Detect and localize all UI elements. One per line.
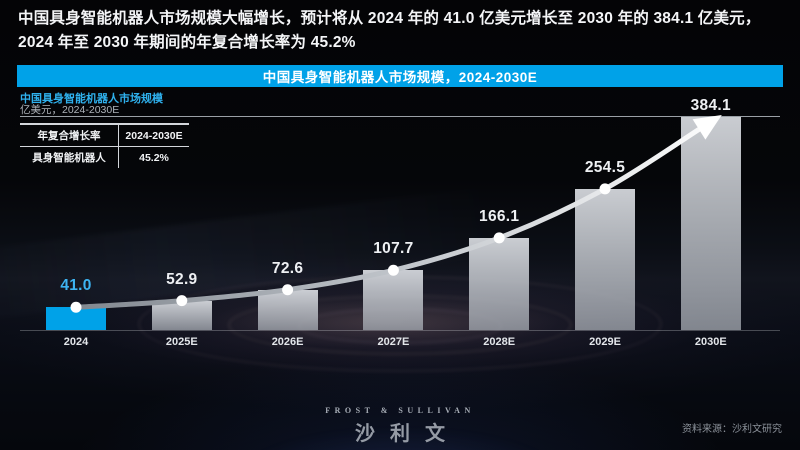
- bar-2030E: [680, 117, 741, 330]
- bottom-glow: [180, 356, 620, 450]
- cagr-value-row: 具身智能机器人 45.2%: [20, 146, 189, 168]
- value-label-2027E: 107.7: [373, 240, 414, 258]
- x-label-2027E: 2027E: [377, 336, 410, 348]
- cagr-header-period: 2024-2030E: [118, 124, 189, 147]
- bar-2028E: [469, 237, 530, 330]
- bar-2027E: [363, 270, 424, 330]
- bar-2029E: [575, 188, 635, 330]
- headline: 中国具身智能机器人市场规模大幅增长，预计将从 2024 年的 41.0 亿美元增…: [18, 10, 761, 51]
- chart-banner-title: 中国具身智能机器人市场规模，2024-2030E: [262, 70, 538, 85]
- bar-2025E: [151, 300, 212, 330]
- x-label-2026E: 2026E: [271, 336, 304, 348]
- bar-2026E: [257, 289, 318, 330]
- x-label-2028E: 2028E: [483, 336, 516, 348]
- cagr-row-label: 具身智能机器人: [32, 152, 106, 164]
- x-label-2024: 2024: [63, 336, 89, 348]
- cagr-header-row: 年复合增长率 2024-2030E: [20, 124, 189, 147]
- x-label-2030E: 2030E: [694, 336, 727, 348]
- x-label-2029E: 2029E: [589, 336, 621, 348]
- logo-chinese-name: 沙利文: [355, 423, 460, 445]
- value-label-2030E: 384.1: [690, 97, 731, 114]
- source-note: 资料来源：沙利文研究: [682, 424, 782, 435]
- logo-wordmark: FROST & SULLIVAN: [325, 406, 475, 415]
- value-label-2025E: 52.9: [166, 270, 198, 288]
- chart-title: 中国具身智能机器人市场规模: [20, 93, 163, 105]
- cagr-header-label: 年复合增长率: [20, 124, 119, 147]
- x-label-2025E: 2025E: [165, 336, 198, 348]
- frost-sullivan-logo: FROST & SULLIVAN 沙利文: [0, 406, 800, 446]
- value-label-2028E: 166.1: [479, 207, 520, 225]
- bar-2024: [46, 307, 106, 330]
- cagr-row-value: 45.2%: [118, 146, 189, 168]
- cagr-table: 年复合增长率 2024-2030E 具身智能机器人 45.2%: [20, 123, 189, 168]
- value-label-2029E: 254.5: [584, 158, 626, 176]
- chart-banner: 中国具身智能机器人市场规模，2024-2030E: [17, 65, 783, 87]
- chart-subtitle: 亿美元，2024-2030E: [20, 104, 120, 116]
- x-axis-line: [20, 330, 780, 331]
- top-rule-line: [20, 116, 780, 117]
- value-label-2024: 41.0: [60, 277, 92, 295]
- value-label-2026E: 72.6: [271, 259, 304, 277]
